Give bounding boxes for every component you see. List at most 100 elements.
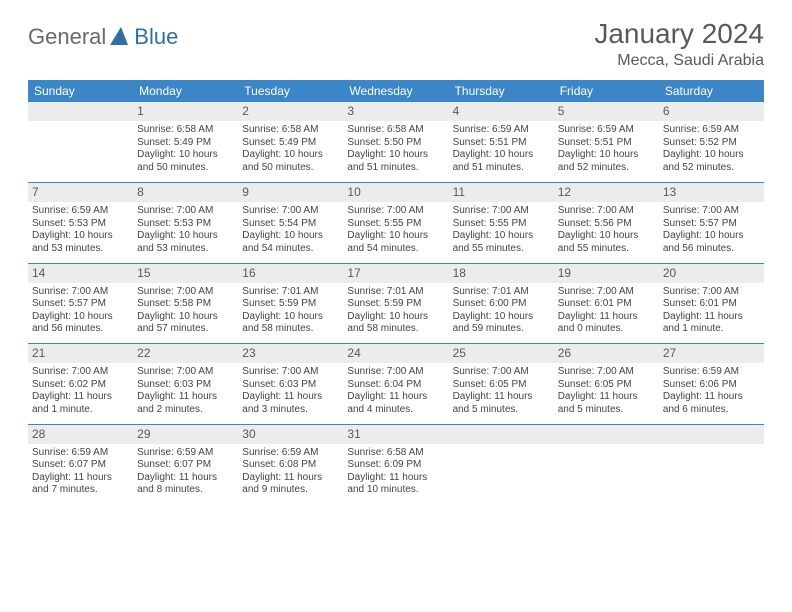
daylight-label-2: and 55 minutes. bbox=[558, 243, 655, 256]
sunrise-label: Sunrise: 7:00 AM bbox=[558, 286, 655, 299]
day-number: 11 bbox=[449, 183, 554, 202]
sunrise-label: Sunrise: 7:01 AM bbox=[242, 286, 339, 299]
day-body: Sunrise: 7:01 AMSunset: 6:00 PMDaylight:… bbox=[449, 283, 554, 340]
sunrise-label: Sunrise: 6:59 AM bbox=[242, 447, 339, 460]
day-body: Sunrise: 7:00 AMSunset: 6:01 PMDaylight:… bbox=[659, 283, 764, 340]
day-body: Sunrise: 7:00 AMSunset: 6:01 PMDaylight:… bbox=[554, 283, 659, 340]
daylight-label-1: Daylight: 10 hours bbox=[347, 311, 444, 324]
daylight-label-2: and 53 minutes. bbox=[32, 243, 129, 256]
sunset-label: Sunset: 6:03 PM bbox=[137, 379, 234, 392]
daylight-label-2: and 0 minutes. bbox=[558, 323, 655, 336]
daylight-label-1: Daylight: 10 hours bbox=[558, 230, 655, 243]
day-body: Sunrise: 6:59 AMSunset: 5:52 PMDaylight:… bbox=[659, 121, 764, 178]
sunrise-label: Sunrise: 6:58 AM bbox=[242, 124, 339, 137]
sunrise-label: Sunrise: 7:00 AM bbox=[32, 366, 129, 379]
daylight-label-1: Daylight: 11 hours bbox=[347, 391, 444, 404]
day-body: Sunrise: 7:00 AMSunset: 5:57 PMDaylight:… bbox=[28, 283, 133, 340]
sunset-label: Sunset: 6:00 PM bbox=[453, 298, 550, 311]
calendar-day-cell: 22Sunrise: 7:00 AMSunset: 6:03 PMDayligh… bbox=[133, 344, 238, 424]
calendar-day-cell: 5Sunrise: 6:59 AMSunset: 5:51 PMDaylight… bbox=[554, 102, 659, 182]
sunset-label: Sunset: 6:01 PM bbox=[558, 298, 655, 311]
sunset-label: Sunset: 6:08 PM bbox=[242, 459, 339, 472]
daylight-label-1: Daylight: 11 hours bbox=[453, 391, 550, 404]
daylight-label-1: Daylight: 10 hours bbox=[137, 311, 234, 324]
sunset-label: Sunset: 5:49 PM bbox=[242, 137, 339, 150]
day-body: Sunrise: 7:00 AMSunset: 5:56 PMDaylight:… bbox=[554, 202, 659, 259]
dow-friday: Friday bbox=[554, 80, 659, 102]
sunset-label: Sunset: 6:07 PM bbox=[32, 459, 129, 472]
sunset-label: Sunset: 6:09 PM bbox=[347, 459, 444, 472]
calendar-day-cell: 20Sunrise: 7:00 AMSunset: 6:01 PMDayligh… bbox=[659, 263, 764, 343]
daylight-label-1: Daylight: 10 hours bbox=[453, 311, 550, 324]
day-body: Sunrise: 7:01 AMSunset: 5:59 PMDaylight:… bbox=[238, 283, 343, 340]
day-number: 7 bbox=[28, 183, 133, 202]
calendar-day-cell: 7Sunrise: 6:59 AMSunset: 5:53 PMDaylight… bbox=[28, 183, 133, 263]
daylight-label-1: Daylight: 11 hours bbox=[32, 391, 129, 404]
daylight-label-2: and 4 minutes. bbox=[347, 404, 444, 417]
day-body: Sunrise: 6:59 AMSunset: 5:51 PMDaylight:… bbox=[554, 121, 659, 178]
day-number: 5 bbox=[554, 102, 659, 121]
sunrise-label: Sunrise: 7:00 AM bbox=[347, 205, 444, 218]
sunrise-label: Sunrise: 7:00 AM bbox=[663, 205, 760, 218]
calendar-table: Sunday Monday Tuesday Wednesday Thursday… bbox=[28, 80, 764, 504]
calendar-day-cell: 9Sunrise: 7:00 AMSunset: 5:54 PMDaylight… bbox=[238, 183, 343, 263]
calendar-day-cell: 3Sunrise: 6:58 AMSunset: 5:50 PMDaylight… bbox=[343, 102, 448, 182]
sunset-label: Sunset: 5:55 PM bbox=[347, 218, 444, 231]
daylight-label-1: Daylight: 10 hours bbox=[32, 311, 129, 324]
sunrise-label: Sunrise: 6:59 AM bbox=[663, 366, 760, 379]
day-body: Sunrise: 7:00 AMSunset: 6:05 PMDaylight:… bbox=[449, 363, 554, 420]
sunrise-label: Sunrise: 7:00 AM bbox=[137, 366, 234, 379]
day-body: Sunrise: 6:59 AMSunset: 6:07 PMDaylight:… bbox=[28, 444, 133, 501]
sunrise-label: Sunrise: 6:59 AM bbox=[453, 124, 550, 137]
title-block: January 2024 Mecca, Saudi Arabia bbox=[594, 18, 764, 70]
day-number: 16 bbox=[238, 264, 343, 283]
sunrise-label: Sunrise: 7:00 AM bbox=[347, 366, 444, 379]
daylight-label-2: and 6 minutes. bbox=[663, 404, 760, 417]
sunset-label: Sunset: 5:57 PM bbox=[32, 298, 129, 311]
dow-monday: Monday bbox=[133, 80, 238, 102]
sunrise-label: Sunrise: 6:59 AM bbox=[32, 447, 129, 460]
daylight-label-1: Daylight: 10 hours bbox=[453, 149, 550, 162]
sunrise-label: Sunrise: 7:00 AM bbox=[558, 366, 655, 379]
daylight-label-1: Daylight: 11 hours bbox=[242, 472, 339, 485]
sunrise-label: Sunrise: 7:00 AM bbox=[242, 205, 339, 218]
sunset-label: Sunset: 6:04 PM bbox=[347, 379, 444, 392]
day-number bbox=[449, 425, 554, 444]
day-body: Sunrise: 6:58 AMSunset: 6:09 PMDaylight:… bbox=[343, 444, 448, 501]
day-body: Sunrise: 6:59 AMSunset: 6:07 PMDaylight:… bbox=[133, 444, 238, 501]
calendar-day-cell: 14Sunrise: 7:00 AMSunset: 5:57 PMDayligh… bbox=[28, 263, 133, 343]
daylight-label-1: Daylight: 11 hours bbox=[347, 472, 444, 485]
daylight-label-1: Daylight: 10 hours bbox=[347, 149, 444, 162]
day-body: Sunrise: 6:59 AMSunset: 6:08 PMDaylight:… bbox=[238, 444, 343, 501]
daylight-label-2: and 1 minute. bbox=[663, 323, 760, 336]
day-body: Sunrise: 6:59 AMSunset: 5:53 PMDaylight:… bbox=[28, 202, 133, 259]
daylight-label-2: and 55 minutes. bbox=[453, 243, 550, 256]
day-number: 4 bbox=[449, 102, 554, 121]
sunrise-label: Sunrise: 6:59 AM bbox=[32, 205, 129, 218]
daylight-label-1: Daylight: 11 hours bbox=[663, 311, 760, 324]
dow-saturday: Saturday bbox=[659, 80, 764, 102]
sunrise-label: Sunrise: 7:00 AM bbox=[242, 366, 339, 379]
day-body: Sunrise: 6:59 AMSunset: 5:51 PMDaylight:… bbox=[449, 121, 554, 178]
day-number: 9 bbox=[238, 183, 343, 202]
daylight-label-1: Daylight: 10 hours bbox=[453, 230, 550, 243]
day-body: Sunrise: 7:01 AMSunset: 5:59 PMDaylight:… bbox=[343, 283, 448, 340]
sunset-label: Sunset: 5:51 PM bbox=[558, 137, 655, 150]
dow-header-row: Sunday Monday Tuesday Wednesday Thursday… bbox=[28, 80, 764, 102]
daylight-label-1: Daylight: 10 hours bbox=[663, 230, 760, 243]
sunset-label: Sunset: 5:49 PM bbox=[137, 137, 234, 150]
day-number: 18 bbox=[449, 264, 554, 283]
day-number: 24 bbox=[343, 344, 448, 363]
calendar-day-cell: 21Sunrise: 7:00 AMSunset: 6:02 PMDayligh… bbox=[28, 344, 133, 424]
daylight-label-2: and 52 minutes. bbox=[558, 162, 655, 175]
day-number: 19 bbox=[554, 264, 659, 283]
header-bar: General Blue January 2024 Mecca, Saudi A… bbox=[28, 18, 764, 70]
daylight-label-1: Daylight: 11 hours bbox=[137, 391, 234, 404]
calendar-day-cell: 8Sunrise: 7:00 AMSunset: 5:53 PMDaylight… bbox=[133, 183, 238, 263]
day-number: 28 bbox=[28, 425, 133, 444]
day-body: Sunrise: 6:58 AMSunset: 5:49 PMDaylight:… bbox=[133, 121, 238, 178]
sunset-label: Sunset: 5:56 PM bbox=[558, 218, 655, 231]
daylight-label-2: and 10 minutes. bbox=[347, 484, 444, 497]
daylight-label-2: and 59 minutes. bbox=[453, 323, 550, 336]
day-number: 30 bbox=[238, 425, 343, 444]
